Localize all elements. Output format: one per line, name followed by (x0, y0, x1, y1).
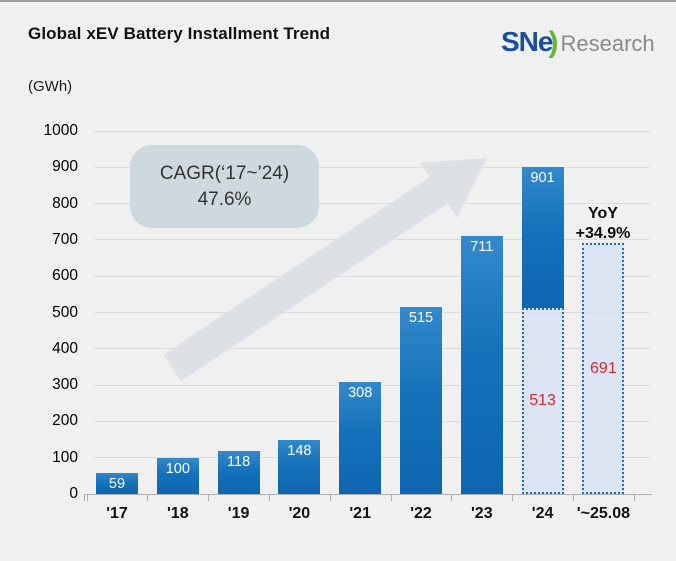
y-axis-stub (84, 494, 85, 501)
x-axis-tick (147, 495, 149, 501)
y-axis-tick-label: 400 (52, 339, 78, 357)
bar-value-label: 59 (108, 475, 126, 492)
x-axis-label: '21 (349, 505, 371, 522)
y-axis-tick-label: 100 (52, 448, 78, 466)
logo-sne-text: SNe (501, 26, 553, 57)
bar-value-label: 711 (470, 238, 494, 255)
bar-value-label: 515 (408, 310, 434, 327)
x-axis-label: '~25.08 (576, 505, 630, 522)
x-axis-tick (390, 495, 392, 501)
cagr-value: 47.6% (197, 188, 252, 210)
bar-value-label: 901 (530, 169, 555, 186)
y-axis-unit-label: (GWh) (28, 78, 73, 95)
yoy-label: YoY (588, 205, 618, 222)
bar-solid-24: 901 (521, 166, 564, 308)
gridline-600 (94, 275, 650, 277)
gridline-400 (94, 348, 650, 350)
x-axis-tick (86, 495, 88, 501)
window-top-edge (0, 0, 676, 2)
bar-solid-21: 308 (339, 382, 382, 494)
bar-solid-17: 59 (96, 472, 138, 494)
bar-dotted-2508: 691 (582, 243, 625, 494)
bar-solid-23: 711 (460, 235, 503, 494)
bar-value-label: 691 (590, 359, 617, 377)
y-axis-tick-label: 200 (52, 412, 78, 430)
x-axis-label: '24 (531, 505, 554, 522)
bar-solid-20: 148 (278, 440, 321, 494)
gridline-900 (94, 166, 650, 168)
bar-dotted-24: 513 (521, 307, 564, 494)
x-axis-tick (329, 495, 331, 501)
bar-value-label: 513 (529, 391, 556, 409)
bar-value-label: 118 (227, 454, 251, 471)
yoy-value: +34.9% (575, 225, 631, 242)
cagr-callout: CAGR(‘17~’24) 47.6% (130, 145, 319, 228)
x-axis-label: '19 (227, 505, 250, 522)
y-axis-tick-label: 500 (52, 303, 78, 321)
y-axis-tick-label: 1000 (43, 122, 78, 139)
logo-research-text: Research (560, 31, 655, 56)
x-axis-label: '17 (106, 505, 128, 522)
gridline-800 (94, 203, 650, 205)
x-axis-tick (269, 495, 270, 501)
y-axis-tick-label: 300 (52, 376, 78, 394)
logo-swoosh-icon: ) (548, 26, 559, 59)
bar-solid-22: 515 (400, 307, 442, 494)
x-axis-tick (573, 495, 574, 501)
gridline-1000 (94, 130, 650, 132)
x-axis-tick (208, 495, 210, 501)
bar-value-label: 308 (348, 385, 373, 402)
x-axis-line (84, 494, 652, 495)
x-axis-tick (451, 495, 453, 501)
x-axis-label: '18 (166, 505, 189, 522)
y-axis-tick-label: 600 (52, 267, 78, 285)
x-axis-label: '23 (470, 505, 493, 522)
y-axis-tick-label: 0 (69, 485, 78, 502)
bar-solid-19: 118 (217, 451, 260, 494)
sne-research-logo: SNe)Research (501, 26, 655, 60)
cagr-label: CAGR(‘17~’24) (159, 162, 290, 184)
y-axis-tick-label: 700 (52, 230, 78, 248)
gridline-500 (94, 312, 650, 313)
bar-value-label: 100 (165, 460, 190, 477)
x-axis-label: '22 (410, 505, 432, 522)
chart-title: Global xEV Battery Installment Trend (28, 24, 331, 43)
bar-value-label: 148 (287, 443, 312, 460)
y-axis-tick-label: 900 (52, 158, 78, 176)
y-axis-tick-label: 800 (52, 194, 78, 212)
bar-solid-18: 100 (156, 457, 199, 494)
yoy-annotation: YoY +34.9% (553, 204, 653, 244)
x-axis-tick (512, 495, 514, 501)
gridline-700 (94, 239, 650, 241)
x-axis-tick (633, 495, 635, 501)
x-axis-label: '20 (288, 505, 311, 522)
